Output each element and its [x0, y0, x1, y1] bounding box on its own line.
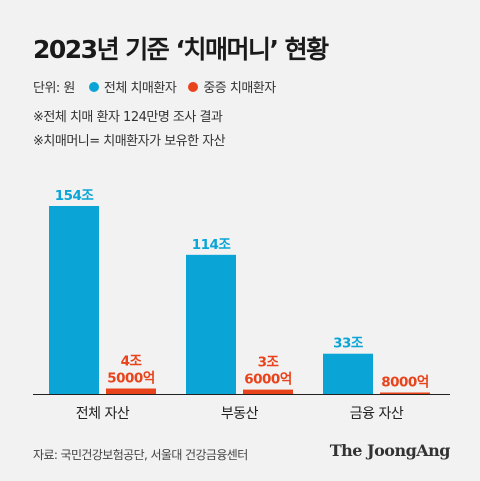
bar-all-1: [186, 254, 236, 394]
data-label-severe-0-1: 5000억: [107, 371, 155, 387]
data-label-all-2: 33조: [333, 336, 364, 352]
legend-swatch-all: [88, 81, 99, 92]
legend-item-severe: 중증 치매환자: [188, 77, 276, 96]
legend-item-all: 전체 치매환자: [88, 77, 177, 96]
data-label-all-0: 154조: [55, 188, 95, 204]
note-survey: ※전체 치매 환자 124만명 조사 결과: [33, 110, 223, 125]
legend-label-all: 전체 치매환자: [103, 81, 177, 96]
legend: 단위: 원 전체 치매환자 중증 치매환자: [33, 77, 288, 96]
bar-severe-1: [243, 389, 293, 394]
legend-swatch-severe: [188, 81, 199, 92]
note-definition: ※치매머니= 치매환자가 보유한 자산: [33, 134, 226, 149]
bar-severe-0: [106, 388, 156, 394]
data-label-severe-0-0: 4조: [121, 354, 143, 370]
category-label-2: 금융 자산: [350, 406, 404, 422]
bar-severe-2: [380, 392, 430, 394]
data-label-severe-1-1: 6000억: [244, 372, 292, 388]
chart-title: 2023년 기준 ‘치매머니’ 현황: [33, 35, 329, 64]
unit-label: 단위: 원: [33, 81, 75, 96]
source-note: 자료: 국민건강보험공단, 서울대 건강금융센터: [33, 448, 248, 462]
data-label-severe-1-0: 3조: [258, 355, 280, 371]
category-label-0: 전체 자산: [76, 406, 130, 422]
category-label-1: 부동산: [221, 406, 259, 422]
bar-all-2: [323, 353, 373, 394]
data-label-severe-2: 8000억: [381, 375, 429, 391]
brand-logo: The JoongAng: [329, 441, 451, 460]
legend-label-severe: 중증 치매환자: [203, 81, 276, 96]
data-label-all-1: 114조: [192, 237, 232, 253]
bar-all-0: [49, 206, 99, 394]
